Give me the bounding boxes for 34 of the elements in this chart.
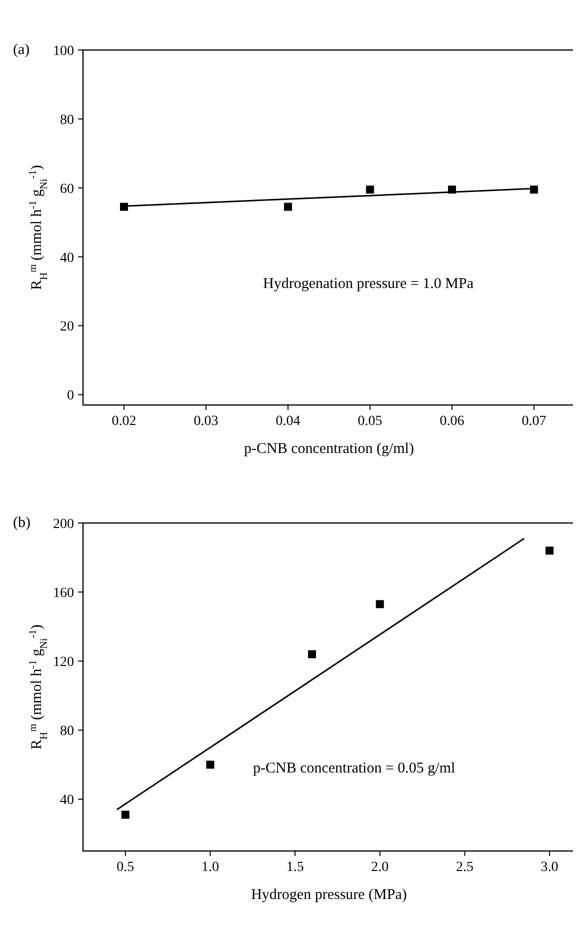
y-tick-label: 80 [60,724,74,740]
y-tick-label: 60 [60,182,74,197]
point [376,600,384,608]
annotation: p-CNB concentration = 0.05 g/ml [253,760,456,776]
y-tick-label: 100 [53,44,74,59]
x-tick-label: 1.0 [201,860,219,875]
point [546,546,554,555]
x-tick-label: 0.02 [112,414,136,429]
x-tick-label: 0.5 [116,860,134,875]
x-tick-label: 0.07 [522,414,546,429]
x-tick-label: 2.0 [371,860,389,875]
y-tick-label: 0 [67,388,74,404]
point [308,650,316,658]
text: (b) [13,515,30,531]
y-tick-label: 120 [53,655,74,670]
point [206,760,214,769]
x-tick-label: 0.06 [440,414,464,429]
point [121,810,130,819]
x-axis-title: Hydrogen pressure (MPa) [251,887,407,903]
y-tick-label: 200 [53,517,74,532]
y-tick-label: 160 [53,586,74,602]
x-tick-label: 3.0 [540,860,558,875]
x-tick-label: 0.05 [358,414,382,429]
y-tick-label: 80 [60,112,74,128]
x-tick-label: 0.03 [194,414,218,429]
y-tick-label: 40 [60,250,74,266]
x-axis-title: p-CNB concentration (g/ml) [244,441,414,457]
y-tick-label: 40 [60,793,74,808]
annotation: Hydrogenation pressure = 1.0 MPa [263,276,474,292]
y-tick-label: 20 [60,320,74,335]
x-tick-label: 2.5 [456,860,474,875]
x-tick-label: 1.5 [286,860,304,875]
text: (a) [13,42,30,58]
x-tick-label: 0.04 [276,414,300,429]
